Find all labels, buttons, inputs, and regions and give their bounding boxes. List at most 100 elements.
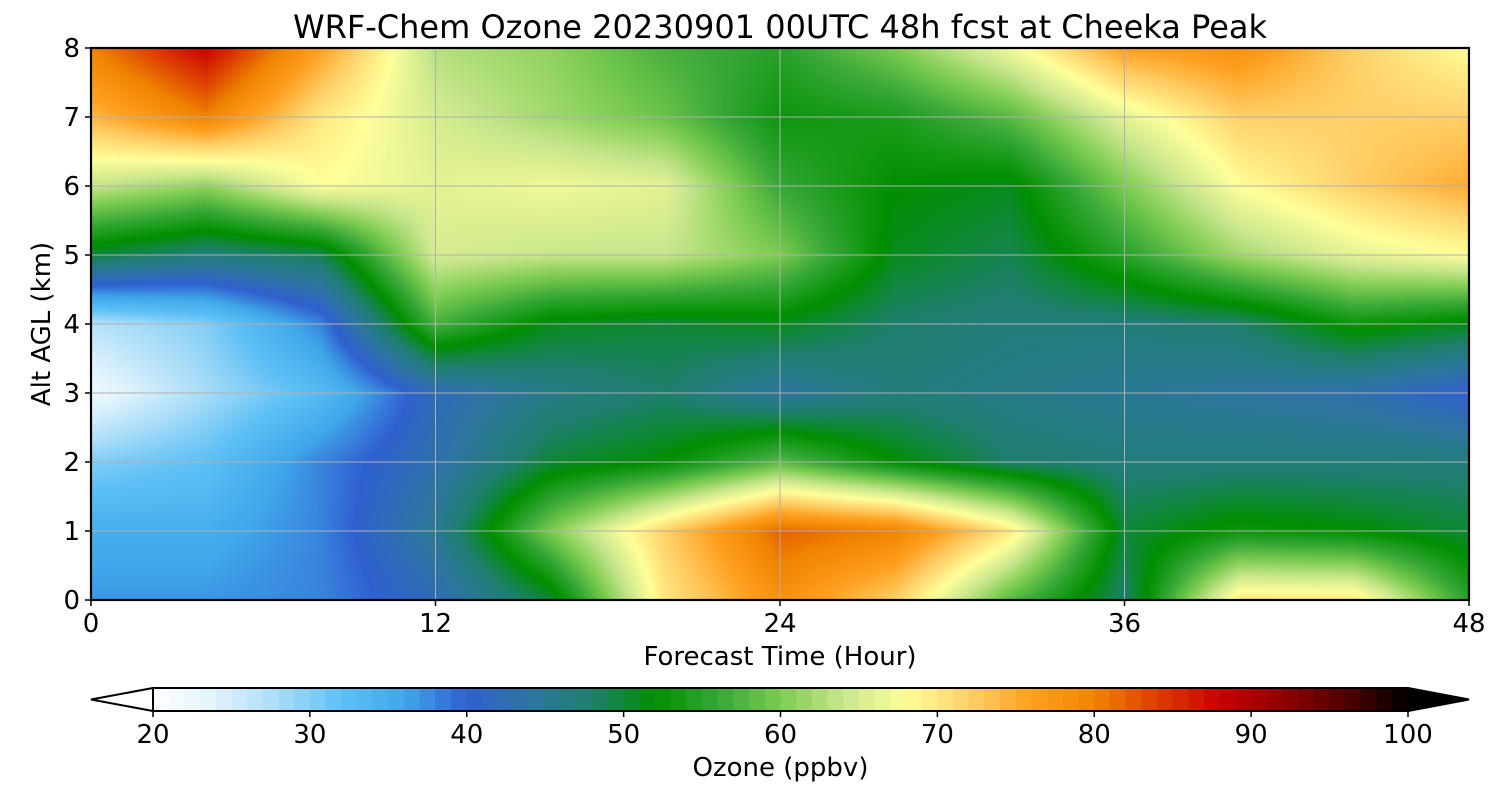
- colorbar-swatch: [341, 688, 358, 711]
- colorbar-swatch: [1000, 688, 1017, 711]
- colorbar-label: Ozone (ppbv): [693, 753, 869, 783]
- colorbar-tick-label: 70: [921, 720, 954, 750]
- colorbar-swatch: [796, 688, 813, 711]
- colorbar-swatch: [811, 688, 829, 711]
- colorbar-swatch: [670, 688, 687, 711]
- x-tick-label: 0: [83, 609, 100, 639]
- colorbar-swatch: [1376, 688, 1393, 711]
- y-tick-label: 5: [63, 241, 80, 271]
- colorbar-tick-label: 50: [607, 720, 640, 750]
- colorbar-tick-label: 90: [1235, 720, 1268, 750]
- colorbar-swatch: [1235, 688, 1252, 711]
- colorbar-swatch: [906, 688, 923, 711]
- colorbar-swatch: [858, 688, 876, 711]
- colorbar-swatch: [655, 688, 672, 711]
- colorbar-swatch: [1282, 688, 1299, 711]
- y-tick-label: 0: [63, 586, 80, 616]
- colorbar-swatch: [1094, 688, 1111, 711]
- colorbar-swatch: [435, 688, 452, 711]
- colorbar-swatch: [1298, 688, 1315, 711]
- colorbar-swatch: [733, 688, 750, 711]
- colorbar-swatch: [1078, 688, 1095, 711]
- colorbar-tick-label: 20: [136, 720, 169, 750]
- colorbar-swatch: [607, 688, 625, 711]
- colorbar-min-extend-arrow: [90, 686, 154, 713]
- colorbar-swatch: [827, 688, 844, 711]
- colorbar-swatch: [1204, 688, 1221, 711]
- colorbar-swatch: [764, 688, 782, 711]
- y-tick-label: 4: [63, 310, 80, 340]
- colorbar-swatch: [874, 688, 891, 711]
- colorbar-swatch: [968, 688, 986, 711]
- colorbar-swatch: [780, 688, 797, 711]
- colorbar-swatch: [843, 688, 860, 711]
- chart-title: WRF-Chem Ozone 20230901 00UTC 48h fcst a…: [293, 8, 1268, 46]
- y-tick-label: 3: [63, 379, 80, 409]
- colorbar-swatch: [278, 688, 295, 711]
- colorbar-swatch: [686, 688, 703, 711]
- colorbar-swatch: [1219, 688, 1237, 711]
- colorbar-swatch: [356, 688, 374, 711]
- colorbar-swatch: [184, 688, 201, 711]
- y-tick-label: 2: [63, 448, 80, 478]
- colorbar-swatch: [1251, 688, 1268, 711]
- colorbar-swatch: [623, 688, 640, 711]
- colorbar-swatch: [1141, 688, 1158, 711]
- colorbar-tick-label: 80: [1078, 720, 1111, 750]
- y-tick-label: 8: [63, 34, 80, 64]
- colorbar-swatch: [153, 688, 170, 711]
- colorbar-max-extend-arrow: [1407, 686, 1470, 713]
- colorbar-swatch: [529, 688, 546, 711]
- colorbar-swatch: [1157, 688, 1174, 711]
- colorbar-swatch: [937, 688, 954, 711]
- colorbar-swatch: [372, 688, 389, 711]
- colorbar-swatch: [592, 688, 609, 711]
- colorbar-swatch: [1188, 688, 1205, 711]
- colorbar-swatch: [984, 688, 1001, 711]
- colorbar-swatch: [953, 688, 970, 711]
- colorbar-swatch: [388, 688, 405, 711]
- colorbar-swatch: [545, 688, 562, 711]
- colorbar-swatch: [1047, 688, 1064, 711]
- colorbar-swatch: [1109, 688, 1127, 711]
- colorbar-swatch: [1172, 688, 1189, 711]
- colorbar-swatch: [498, 688, 515, 711]
- colorbar-swatch: [247, 688, 264, 711]
- colorbar-swatch: [890, 688, 907, 711]
- colorbar-tick-label: 60: [764, 720, 797, 750]
- colorbar-swatch: [1329, 688, 1346, 711]
- colorbar-swatch: [466, 688, 484, 711]
- colorbar-tick-label: 100: [1383, 720, 1433, 750]
- colorbar-swatch: [717, 688, 735, 711]
- colorbar-swatch: [560, 688, 578, 711]
- colorbar-swatch: [1360, 688, 1378, 711]
- y-axis-label: Alt AGL (km): [27, 242, 57, 406]
- colorbar-swatch: [1313, 688, 1331, 711]
- x-tick-label: 12: [419, 609, 452, 639]
- x-axis-label: Forecast Time (Hour): [643, 642, 916, 672]
- colorbar-swatch: [1266, 688, 1284, 711]
- colorbar-swatch: [1345, 688, 1362, 711]
- colorbar-swatch: [262, 688, 280, 711]
- colorbar-swatch: [168, 688, 185, 711]
- colorbar-swatch: [1031, 688, 1048, 711]
- colorbar-swatch: [200, 688, 217, 711]
- y-tick-label: 6: [63, 172, 80, 202]
- colorbar-swatch: [215, 688, 233, 711]
- y-tick-label: 1: [63, 517, 80, 547]
- x-tick-label: 48: [1452, 609, 1485, 639]
- colorbar-swatch: [749, 688, 766, 711]
- colorbar-swatch: [419, 688, 436, 711]
- colorbar-swatch: [404, 688, 421, 711]
- colorbar-swatch: [921, 688, 938, 711]
- colorbar-tick-label: 30: [293, 720, 326, 750]
- y-tick-label: 7: [63, 103, 80, 133]
- colorbar-swatch: [482, 688, 499, 711]
- colorbar-tick-label: 40: [450, 720, 483, 750]
- colorbar-swatch: [576, 688, 593, 711]
- colorbar-swatch: [1062, 688, 1080, 711]
- colorbar-swatch: [294, 688, 311, 711]
- colorbar-swatch: [309, 688, 327, 711]
